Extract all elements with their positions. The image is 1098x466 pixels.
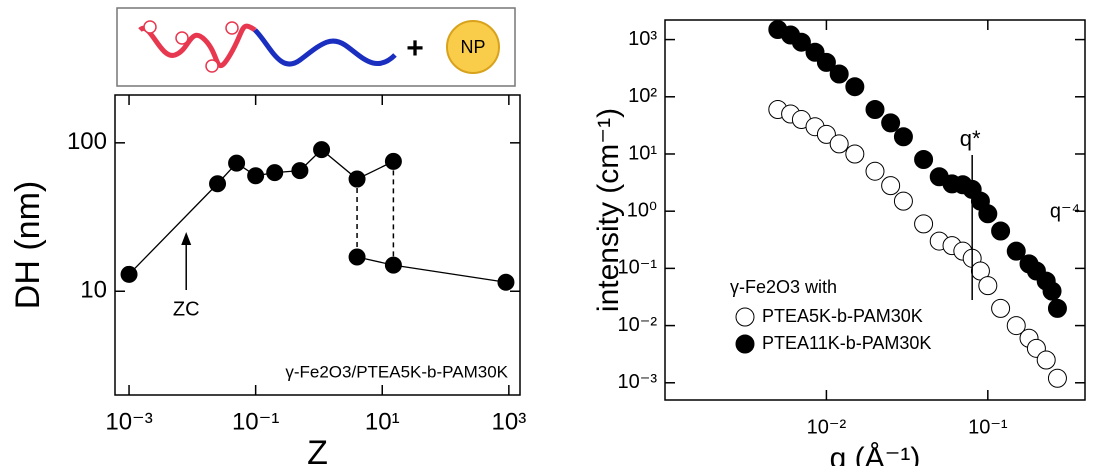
data-point	[348, 248, 366, 266]
data-point	[845, 144, 865, 164]
annotation: q*	[960, 126, 981, 151]
y-axis-label: intensity (cm⁻¹)	[592, 108, 625, 312]
data-point	[881, 176, 901, 196]
y-tick-label: 10	[80, 277, 107, 304]
data-point	[914, 214, 934, 234]
plus: +	[406, 32, 424, 65]
data-point	[978, 276, 998, 296]
y-tick-label: 10³	[628, 28, 657, 50]
x-axis-label: Z	[307, 434, 328, 466]
legend-marker	[735, 307, 755, 327]
data-point	[865, 161, 885, 181]
data-point	[247, 167, 265, 185]
data-point	[1036, 350, 1056, 370]
x-tick-label: 10⁻²	[807, 416, 847, 438]
data-point	[1047, 298, 1067, 318]
plot-frame	[664, 19, 1086, 401]
data-point	[1006, 241, 1026, 261]
y-tick-label: 10²	[628, 85, 657, 107]
data-point	[914, 150, 934, 170]
data-point	[991, 221, 1011, 241]
annotation: γ-Fe2O3/PTEA5K-b-PAM30K	[285, 362, 508, 381]
chart: 10⁻³ 10⁻¹ 10¹ 10³ 10 100 Z DH (nm) ZC γ-Fe2O3/PTE…	[9, 94, 527, 466]
y-axis-label: DH (nm)	[9, 181, 47, 309]
series-line	[356, 256, 507, 283]
data-point	[1047, 368, 1067, 388]
data-point	[816, 52, 836, 72]
data-point	[228, 154, 246, 172]
data-point	[791, 32, 811, 52]
data-point	[845, 77, 865, 97]
chart: 10⁻² 10⁻¹ 10⁻³ 10⁻² 10⁻¹ 10⁰ 10¹ 10² 10³ q (Å⁻¹) i…	[592, 19, 1086, 466]
data-point	[978, 204, 998, 224]
data-point	[829, 134, 849, 154]
data-point	[1006, 316, 1026, 336]
data-point	[865, 99, 885, 119]
y-tick-label: 10⁻²	[618, 314, 658, 336]
data-point	[881, 113, 901, 133]
data-point	[893, 127, 913, 147]
x-axis-label: q (Å⁻¹)	[830, 442, 921, 466]
neutral-block	[253, 28, 397, 67]
arrow-head	[181, 232, 192, 245]
data-point	[384, 152, 402, 170]
annotation: q⁻⁴	[1050, 200, 1080, 222]
data-point	[348, 170, 366, 188]
charges	[143, 20, 239, 73]
y-tick-label: 10⁰	[627, 199, 657, 221]
data-point	[829, 64, 849, 84]
nanoparticle	[446, 20, 500, 74]
legend-title: γ-Fe2O3 with	[730, 277, 837, 297]
legend-marker	[735, 334, 755, 354]
y-tick-label: 10⁻³	[618, 371, 658, 393]
cationic-block	[138, 23, 257, 69]
y-tick-label: 10⁻¹	[618, 257, 658, 279]
data-point	[120, 265, 138, 283]
data-point	[1042, 281, 1062, 301]
data-point	[816, 124, 836, 144]
x-tick-label: 10⁻¹	[232, 408, 279, 435]
data-point	[266, 164, 284, 182]
data-point	[893, 191, 913, 211]
x-tick-label: 10³	[492, 408, 527, 435]
data-point	[497, 273, 515, 291]
data-point	[991, 298, 1011, 318]
plot-frame	[114, 94, 521, 396]
data-point	[313, 141, 331, 159]
y-tick-label: 10¹	[628, 142, 657, 164]
data-point	[209, 175, 227, 193]
schematic: + NP	[116, 7, 516, 87]
np-label: NP	[460, 37, 485, 57]
y-tick-label: 100	[67, 128, 107, 155]
data-point	[291, 162, 309, 180]
legend-label: PTEA5K-b-PAM30K	[762, 306, 923, 326]
x-tick-label: 10⁻³	[105, 408, 152, 435]
legend-label: PTEA11K-b-PAM30K	[762, 333, 931, 353]
x-tick-label: 10¹	[365, 408, 400, 435]
annotation: ZC	[173, 298, 200, 320]
x-tick-label: 10⁻¹	[968, 416, 1008, 438]
data-point	[384, 256, 402, 274]
